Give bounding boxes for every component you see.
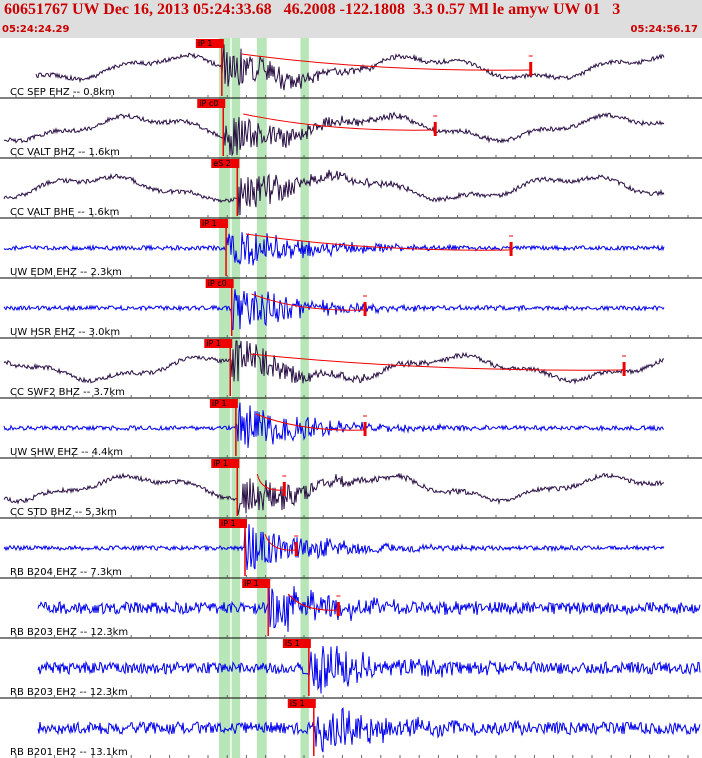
station-label: UW EDM EHZ -- 2.3km: [10, 267, 122, 278]
station-label: CC VALT BHE -- 1.6km: [10, 207, 119, 218]
coda-fit-line: [256, 473, 285, 491]
coda-fit-line: [250, 353, 625, 371]
pick-label: iP 1: [244, 579, 259, 588]
event-title: 60651767 UW Dec 16, 2013 05:24:33.68 46.…: [4, 1, 621, 18]
amplitude-marker: [363, 302, 367, 316]
amplitude-marker: [336, 602, 340, 616]
trace-waveform-0: [35, 44, 665, 91]
pick-tag: [218, 519, 247, 528]
pick-label: iS 1: [290, 699, 305, 708]
pick-label: iP 1: [198, 39, 213, 48]
trace-waveform-9: [37, 580, 701, 632]
event-header: 60651767 UW Dec 16, 2013 05:24:33.68 46.…: [0, 0, 702, 38]
station-label: RB B203 EHZ -- 12.3km: [10, 627, 128, 638]
pick-label: iP c0: [208, 279, 227, 288]
trace-waveform-4: [3, 289, 665, 331]
pick-tag: [197, 99, 226, 108]
station-label: CC SWF2 BHZ -- 3.7km: [10, 387, 125, 398]
coda-fit-line: [241, 53, 531, 71]
station-label: CC VALT BHZ -- 1.6km: [10, 147, 120, 158]
pick-tag: [287, 699, 316, 708]
amplitude-marker: [622, 362, 626, 376]
amplitude-marker: [509, 242, 513, 256]
trace-waveform-1: [3, 111, 665, 157]
coda-fit-line: [255, 413, 366, 431]
station-label: UW SHW EHZ -- 4.4km: [10, 447, 123, 458]
trace-waveform-5: [3, 340, 665, 385]
amplitude-marker: [529, 62, 533, 76]
coda-fit-line: [251, 293, 366, 311]
pick-label: iP 1: [202, 219, 217, 228]
coda-fit-line: [287, 593, 339, 611]
pick-tag: [282, 639, 311, 648]
trace-waveform-10: [37, 645, 701, 694]
amplitude-marker: [433, 122, 437, 136]
station-label: UW HSR EHZ -- 3.0km: [10, 327, 120, 338]
trace-waveform-7: [3, 472, 665, 516]
trace-waveform-11: [37, 707, 701, 753]
pick-tag: [209, 399, 238, 408]
amplitude-marker: [282, 482, 286, 496]
station-label: RB B201 EH2 -- 13.1km: [10, 747, 128, 758]
trace-waveform-8: [3, 524, 665, 571]
station-label: CC SEP EHZ -- 0.8km: [10, 87, 115, 98]
amplitude-marker: [363, 422, 367, 436]
pick-label: eS 2: [213, 159, 231, 168]
pick-tag: [204, 339, 233, 348]
pick-label: iP 1: [212, 399, 227, 408]
pick-label: iP 1: [221, 519, 236, 528]
pick-label: iS 1: [285, 639, 300, 648]
pick-tag: [205, 279, 234, 288]
start-time: 05:24:24.29: [2, 24, 70, 35]
trace-waveform-2: [3, 169, 665, 216]
coda-fit-line: [243, 113, 436, 131]
trace-waveform-6: [3, 402, 665, 448]
pick-label: iP 1: [213, 459, 228, 468]
trace-waveform-3: [3, 232, 665, 266]
station-label: RB B204 EHZ -- 7.3km: [10, 567, 122, 578]
seismogram-plot: iP 1 CC SEP EHZ -- 0.8km iP c0 CC VALT BHZ …: [0, 38, 702, 758]
pick-tag: [211, 159, 240, 168]
station-label: CC STD BHZ -- 5.3km: [10, 507, 117, 518]
pick-tag: [200, 219, 229, 228]
amplitude-marker: [294, 542, 298, 556]
end-time: 05:24:56.17: [630, 24, 698, 35]
pick-label: iP c0: [199, 99, 218, 108]
coda-fit-line: [245, 233, 512, 251]
coda-fit-line: [264, 533, 297, 551]
pick-label: iP 1: [206, 339, 221, 348]
pick-tag: [195, 39, 224, 48]
station-label: RB B203 EH2 -- 12.3km: [10, 687, 128, 698]
pick-tag: [242, 579, 271, 588]
pick-tag: [211, 459, 240, 468]
